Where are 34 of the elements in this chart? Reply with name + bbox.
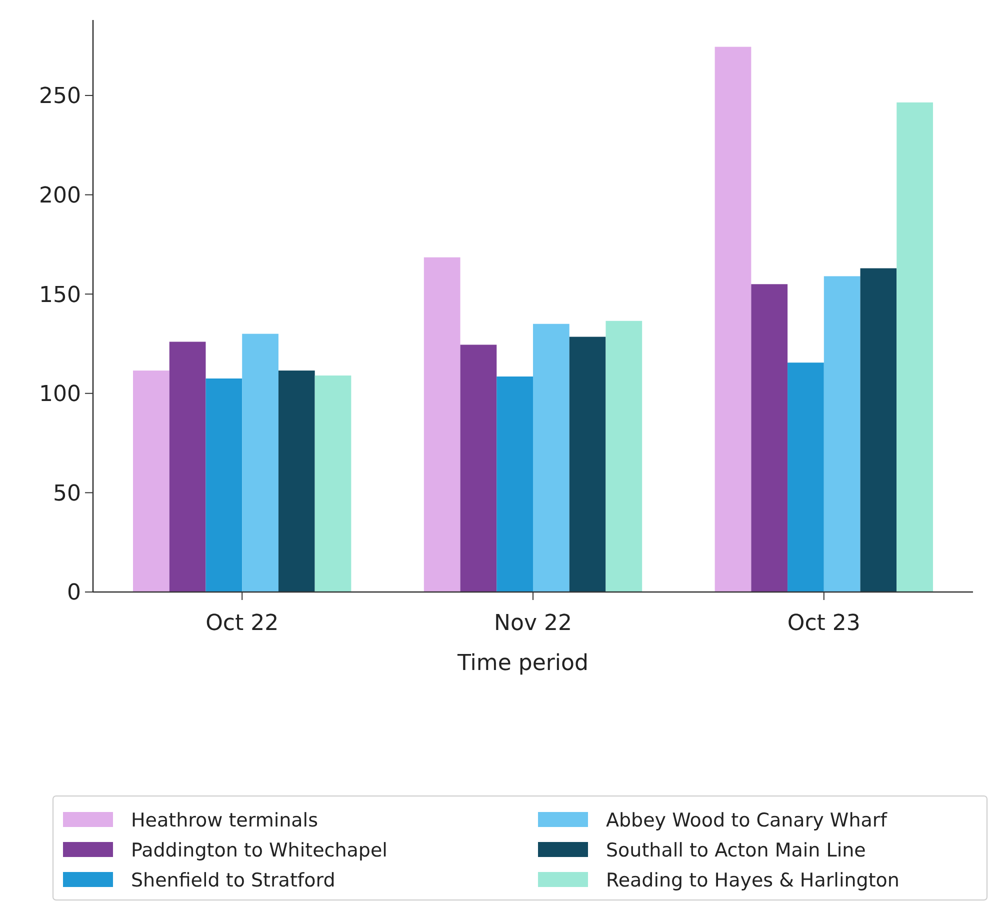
bar xyxy=(169,342,206,592)
bar xyxy=(751,284,788,592)
bar xyxy=(424,257,460,592)
bar xyxy=(496,376,533,592)
legend-label: Reading to Hayes & Harlington xyxy=(606,870,900,892)
bar xyxy=(133,370,170,592)
bar xyxy=(314,376,352,592)
bar xyxy=(788,362,824,592)
bar xyxy=(242,334,278,592)
x-tick-label: Oct 22 xyxy=(206,611,279,636)
x-tick-label: Oct 23 xyxy=(787,611,860,636)
y-tick-label: 250 xyxy=(39,84,81,110)
bar xyxy=(278,370,315,592)
x-axis-title: Time period xyxy=(456,651,588,676)
bar xyxy=(824,276,860,592)
bar xyxy=(533,324,570,592)
bar xyxy=(460,344,497,592)
legend-label: Heathrow terminals xyxy=(131,810,318,832)
y-tick-label: 200 xyxy=(39,183,81,208)
bar xyxy=(206,378,242,592)
legend-label: Abbey Wood to Canary Wharf xyxy=(606,810,888,832)
bar xyxy=(860,268,897,592)
y-tick-label: 150 xyxy=(39,282,81,308)
legend-label: Paddington to Whitechapel xyxy=(131,840,388,862)
legend-label: Shenfield to Stratford xyxy=(131,870,336,892)
x-tick-label: Nov 22 xyxy=(494,611,572,636)
bar xyxy=(569,336,606,592)
bar xyxy=(606,320,642,592)
y-tick-label: 100 xyxy=(39,382,81,408)
bar xyxy=(896,102,933,592)
y-tick-label: 0 xyxy=(67,580,81,606)
bar xyxy=(714,46,752,592)
y-tick-label: 50 xyxy=(53,481,81,506)
legend-label: Southall to Acton Main Line xyxy=(606,840,866,862)
